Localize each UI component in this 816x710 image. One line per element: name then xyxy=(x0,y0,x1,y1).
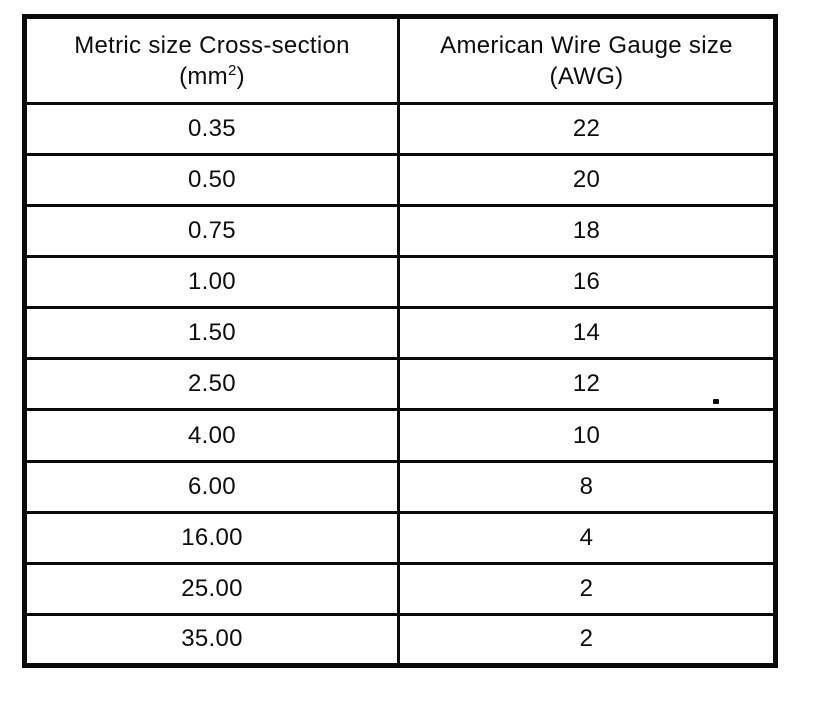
table-row: 4.00 10 xyxy=(23,408,777,463)
metric-size-cell: 1.50 xyxy=(23,306,400,361)
table-row: 25.00 2 xyxy=(23,561,777,616)
header-cell-metric: Metric size Cross-section (mm2) xyxy=(23,15,400,105)
table-row: 1.50 14 xyxy=(23,306,777,361)
awg-size-cell: 20 xyxy=(397,153,777,208)
table-body: 0.35 22 0.50 20 0.75 18 1.00 16 1.50 14 2.50 12 4.00… xyxy=(23,101,777,668)
table-row: 1.00 16 xyxy=(23,255,777,310)
awg-size-cell: 16 xyxy=(397,255,777,310)
awg-size-cell: 18 xyxy=(397,204,777,259)
metric-size-cell: 16.00 xyxy=(23,510,400,565)
metric-size-cell: 6.00 xyxy=(23,459,400,514)
table-row: 0.50 20 xyxy=(23,153,777,208)
table-row: 2.50 12 xyxy=(23,357,777,412)
metric-size-cell: 2.50 xyxy=(23,357,400,412)
metric-size-cell: 4.00 xyxy=(23,408,400,463)
table-row: 0.35 22 xyxy=(23,101,777,157)
table-row: 0.75 18 xyxy=(23,204,777,259)
wire-gauge-table: Metric size Cross-section (mm2) American… xyxy=(22,14,778,668)
metric-size-cell: 0.75 xyxy=(23,204,400,259)
awg-size-cell: 2 xyxy=(397,561,777,616)
header-metric-unit-sup: 2 xyxy=(227,61,237,79)
metric-size-cell: 25.00 xyxy=(23,561,400,616)
scan-artifact-dot xyxy=(713,399,719,404)
awg-size-cell: 4 xyxy=(397,510,777,565)
header-row: Metric size Cross-section (mm2) American… xyxy=(23,15,777,105)
awg-size-cell: 22 xyxy=(397,101,777,157)
awg-size-cell: 10 xyxy=(397,408,777,463)
table-row: 16.00 4 xyxy=(23,510,777,565)
metric-size-cell: 1.00 xyxy=(23,255,400,310)
header-metric-unit-post: ) xyxy=(236,62,245,90)
table-row: 6.00 8 xyxy=(23,459,777,514)
metric-size-cell: 0.35 xyxy=(23,101,400,157)
header-cell-awg: American Wire Gauge size (AWG) xyxy=(397,15,777,105)
header-metric-unit: (mm2) xyxy=(27,61,397,92)
header-awg-unit: (AWG) xyxy=(549,62,624,90)
awg-size-cell: 2 xyxy=(397,612,777,668)
header-metric-unit-pre: (mm xyxy=(179,62,228,90)
metric-size-cell: 35.00 xyxy=(23,612,400,668)
header-metric-title: Metric size Cross-section xyxy=(74,31,350,59)
header-awg-title: American Wire Gauge size xyxy=(440,31,733,59)
awg-size-cell: 8 xyxy=(397,459,777,514)
awg-size-cell: 14 xyxy=(397,306,777,361)
metric-size-cell: 0.50 xyxy=(23,153,400,208)
table-row: 35.00 2 xyxy=(23,612,777,668)
